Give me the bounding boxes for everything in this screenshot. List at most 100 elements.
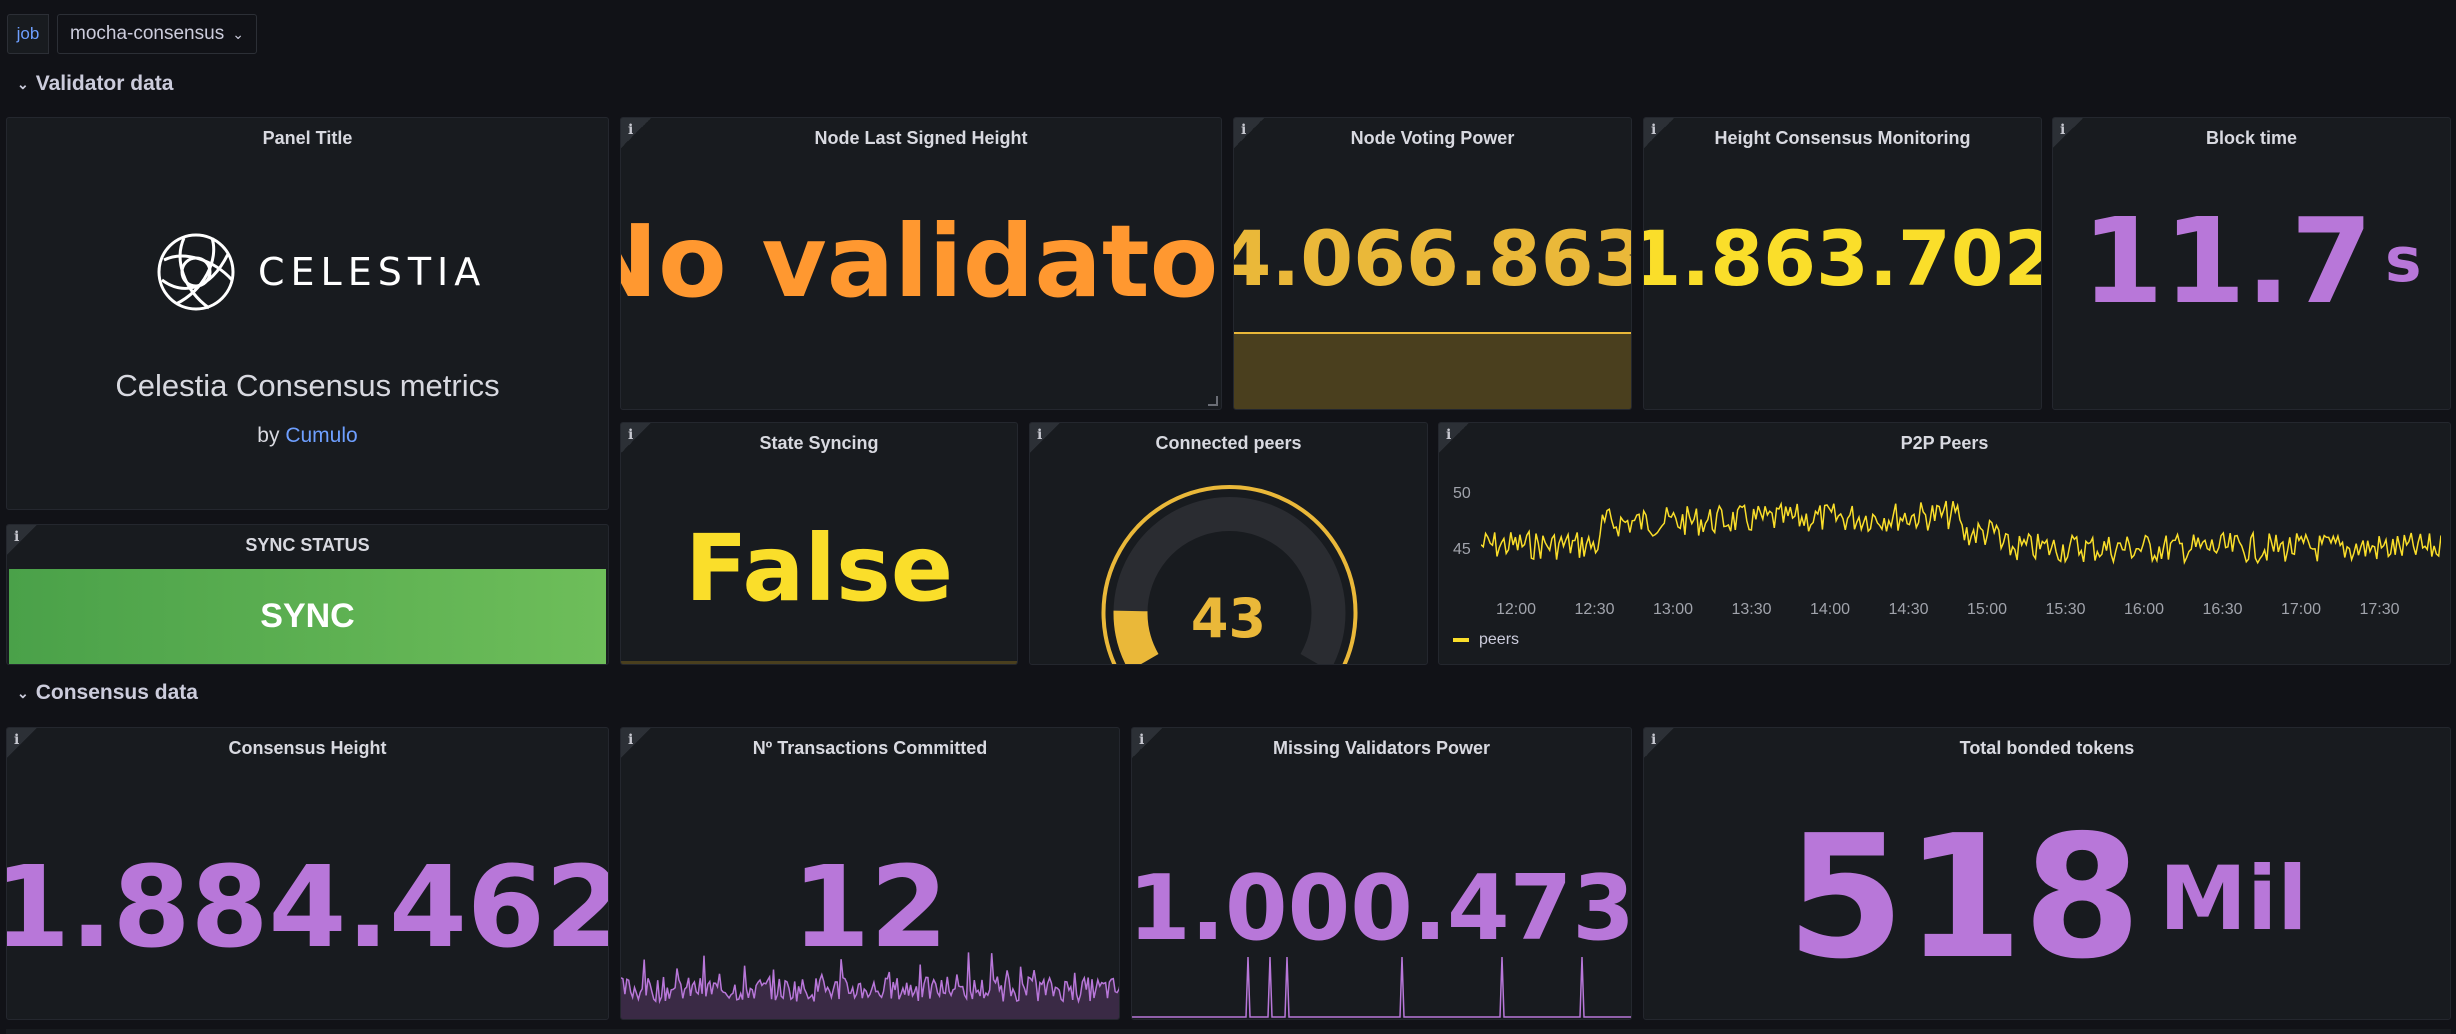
y-tick: 45: [1453, 541, 1471, 558]
info-icon[interactable]: i: [1644, 728, 1674, 758]
job-variable-select[interactable]: mocha-consensus ⌄: [57, 14, 257, 54]
panel-title: Height Consensus Monitoring: [1714, 127, 1971, 148]
panel-missing-validators-power: i Missing Validators Power 1.000.473: [1131, 727, 1632, 1020]
sync-status-value: SYNC: [9, 569, 606, 664]
x-tick: 12:00: [1495, 601, 1537, 618]
x-tick: 16:30: [2202, 601, 2243, 618]
y-tick: 50: [1453, 485, 1471, 502]
resize-handle-icon[interactable]: [1208, 396, 1218, 406]
transactions-committed-value: 12: [792, 843, 948, 973]
x-tick: 14:30: [1888, 601, 1929, 618]
byline: by Cumulo: [7, 424, 608, 448]
panel-title: Node Voting Power: [1350, 127, 1515, 148]
dashboard-heading: Celestia Consensus metrics: [115, 368, 500, 403]
panel-title: Missing Validators Power: [1272, 737, 1491, 758]
panel-consensus-height: i Consensus Height 1.884.462: [6, 727, 609, 1020]
info-icon[interactable]: i: [1234, 118, 1264, 148]
x-tick: 13:30: [1731, 601, 1772, 618]
panel-node-last-signed-height: i Node Last Signed Height No validator: [620, 117, 1222, 410]
block-time-unit: s: [2384, 225, 2422, 296]
panel-connected-peers: i Connected peers 43: [1029, 422, 1428, 665]
sparkline-area: [621, 952, 1119, 1019]
transactions-sparkline: [621, 952, 1119, 1019]
panel-title: Total bonded tokens: [1959, 737, 2135, 758]
state-syncing-value: False: [684, 514, 954, 622]
x-tick: 17:30: [2359, 601, 2400, 618]
panel-title: Node Last Signed Height: [814, 127, 1028, 148]
x-tick: 17:00: [2280, 601, 2322, 618]
info-icon[interactable]: i: [7, 728, 37, 758]
chart-legend[interactable]: peers: [1453, 631, 1519, 649]
panel-height-consensus-monitoring: i Height Consensus Monitoring 1.863.702: [1643, 117, 2042, 410]
x-tick: 13:00: [1652, 601, 1694, 618]
x-tick: 12:30: [1574, 601, 1615, 618]
panel-title: Consensus Height: [228, 737, 387, 758]
panel-transactions-committed: i Nº Transactions Committed 12: [620, 727, 1120, 1020]
gauge-track: [1113, 497, 1346, 664]
panel-title: Panel Title: [262, 127, 353, 148]
variable-label: job: [7, 14, 49, 54]
gauge-threshold-ring: [1101, 485, 1358, 664]
legend-label: peers: [1479, 631, 1520, 648]
info-icon[interactable]: i: [1644, 118, 1674, 148]
row-consensus-data[interactable]: ⌄ Consensus data: [17, 681, 198, 705]
panel-total-bonded-tokens: i Total bonded tokens 518 Mil: [1643, 727, 2451, 1020]
node-last-signed-height-value: No validator: [621, 202, 1222, 320]
p2p-peers-chart[interactable]: [1481, 483, 2441, 603]
row-title: Consensus data: [35, 681, 198, 704]
block-time-value: 11.7: [2081, 191, 2373, 330]
next-row-panels-edge: [6, 1029, 2451, 1034]
legend-swatch: [1453, 638, 1469, 642]
celestia-logo: CELESTIA: [154, 230, 486, 314]
sparkline-line: [1132, 956, 1631, 1018]
info-icon[interactable]: i: [621, 423, 651, 453]
x-tick: 15:30: [2045, 601, 2086, 618]
x-axis-ticks: 12:00 12:30 13:00 13:30 14:00 14:30 15:00 15:30…: [1481, 601, 2441, 625]
voting-power-area-fill: [1234, 332, 1631, 409]
byline-prefix: by: [257, 424, 280, 447]
total-bonded-tokens-unit: Mil: [2158, 846, 2308, 950]
connected-peers-gauge: [1101, 485, 1358, 664]
panel-title: SYNC STATUS: [245, 534, 370, 555]
info-icon[interactable]: i: [1132, 728, 1162, 758]
connected-peers-value: 43: [1190, 586, 1267, 650]
logo-wordmark: CELESTIA: [258, 250, 487, 294]
panel-block-time: i Block time 11.7 s: [2052, 117, 2451, 410]
x-tick: 16:00: [2123, 601, 2165, 618]
panel-title: State Syncing: [759, 432, 879, 453]
panel-sync-status: i SYNC STATUS SYNC: [6, 524, 609, 665]
peers-series-line: [1481, 500, 2441, 565]
panel-title: Nº Transactions Committed: [752, 737, 988, 758]
missing-validators-power-value: 1.000.473: [1131, 855, 1632, 961]
info-icon[interactable]: i: [2053, 118, 2083, 148]
panel-title: Block time: [2205, 127, 2298, 148]
info-icon[interactable]: i: [1030, 423, 1060, 453]
consensus-height-value: 1.884.462: [6, 843, 609, 973]
state-syncing-baseline: [621, 661, 1017, 664]
info-icon[interactable]: i: [1439, 423, 1469, 453]
x-tick: 14:00: [1809, 601, 1851, 618]
total-bonded-tokens-display: 518 Mil: [1644, 788, 2450, 1008]
panel-title: P2P Peers: [1900, 432, 1989, 453]
x-tick: 15:00: [1966, 601, 2008, 618]
height-consensus-monitoring-value: 1.863.702: [1643, 213, 2042, 303]
panel-state-syncing: i State Syncing False: [620, 422, 1018, 665]
chevron-down-icon: ⌄: [17, 684, 29, 701]
celestia-logo-icon: [157, 233, 235, 311]
info-icon[interactable]: i: [621, 118, 651, 148]
chevron-down-icon: ⌄: [232, 25, 244, 42]
block-time-display: 11.7 s: [2053, 178, 2450, 343]
node-voting-power-value: 4.066.863: [1233, 213, 1632, 303]
panel-p2p-peers: i P2P Peers 50 45 12:00 12:30 13:00 13:30 14…: [1438, 422, 2451, 665]
info-icon[interactable]: i: [621, 728, 651, 758]
sparkline-line: [621, 952, 1119, 1005]
total-bonded-tokens-value: 518: [1786, 799, 2142, 997]
row-validator-data[interactable]: ⌄ Validator data: [17, 72, 173, 96]
chevron-down-icon: ⌄: [17, 75, 29, 92]
row-title: Validator data: [35, 72, 174, 95]
gauge-value-fill: [1113, 610, 1159, 664]
author-link[interactable]: Cumulo: [285, 424, 358, 447]
panel-celestia-logo: Panel Title CELESTIA Celestia Consensus …: [6, 117, 609, 510]
info-icon[interactable]: i: [7, 525, 37, 555]
missing-power-sparkline: [1132, 956, 1631, 1018]
